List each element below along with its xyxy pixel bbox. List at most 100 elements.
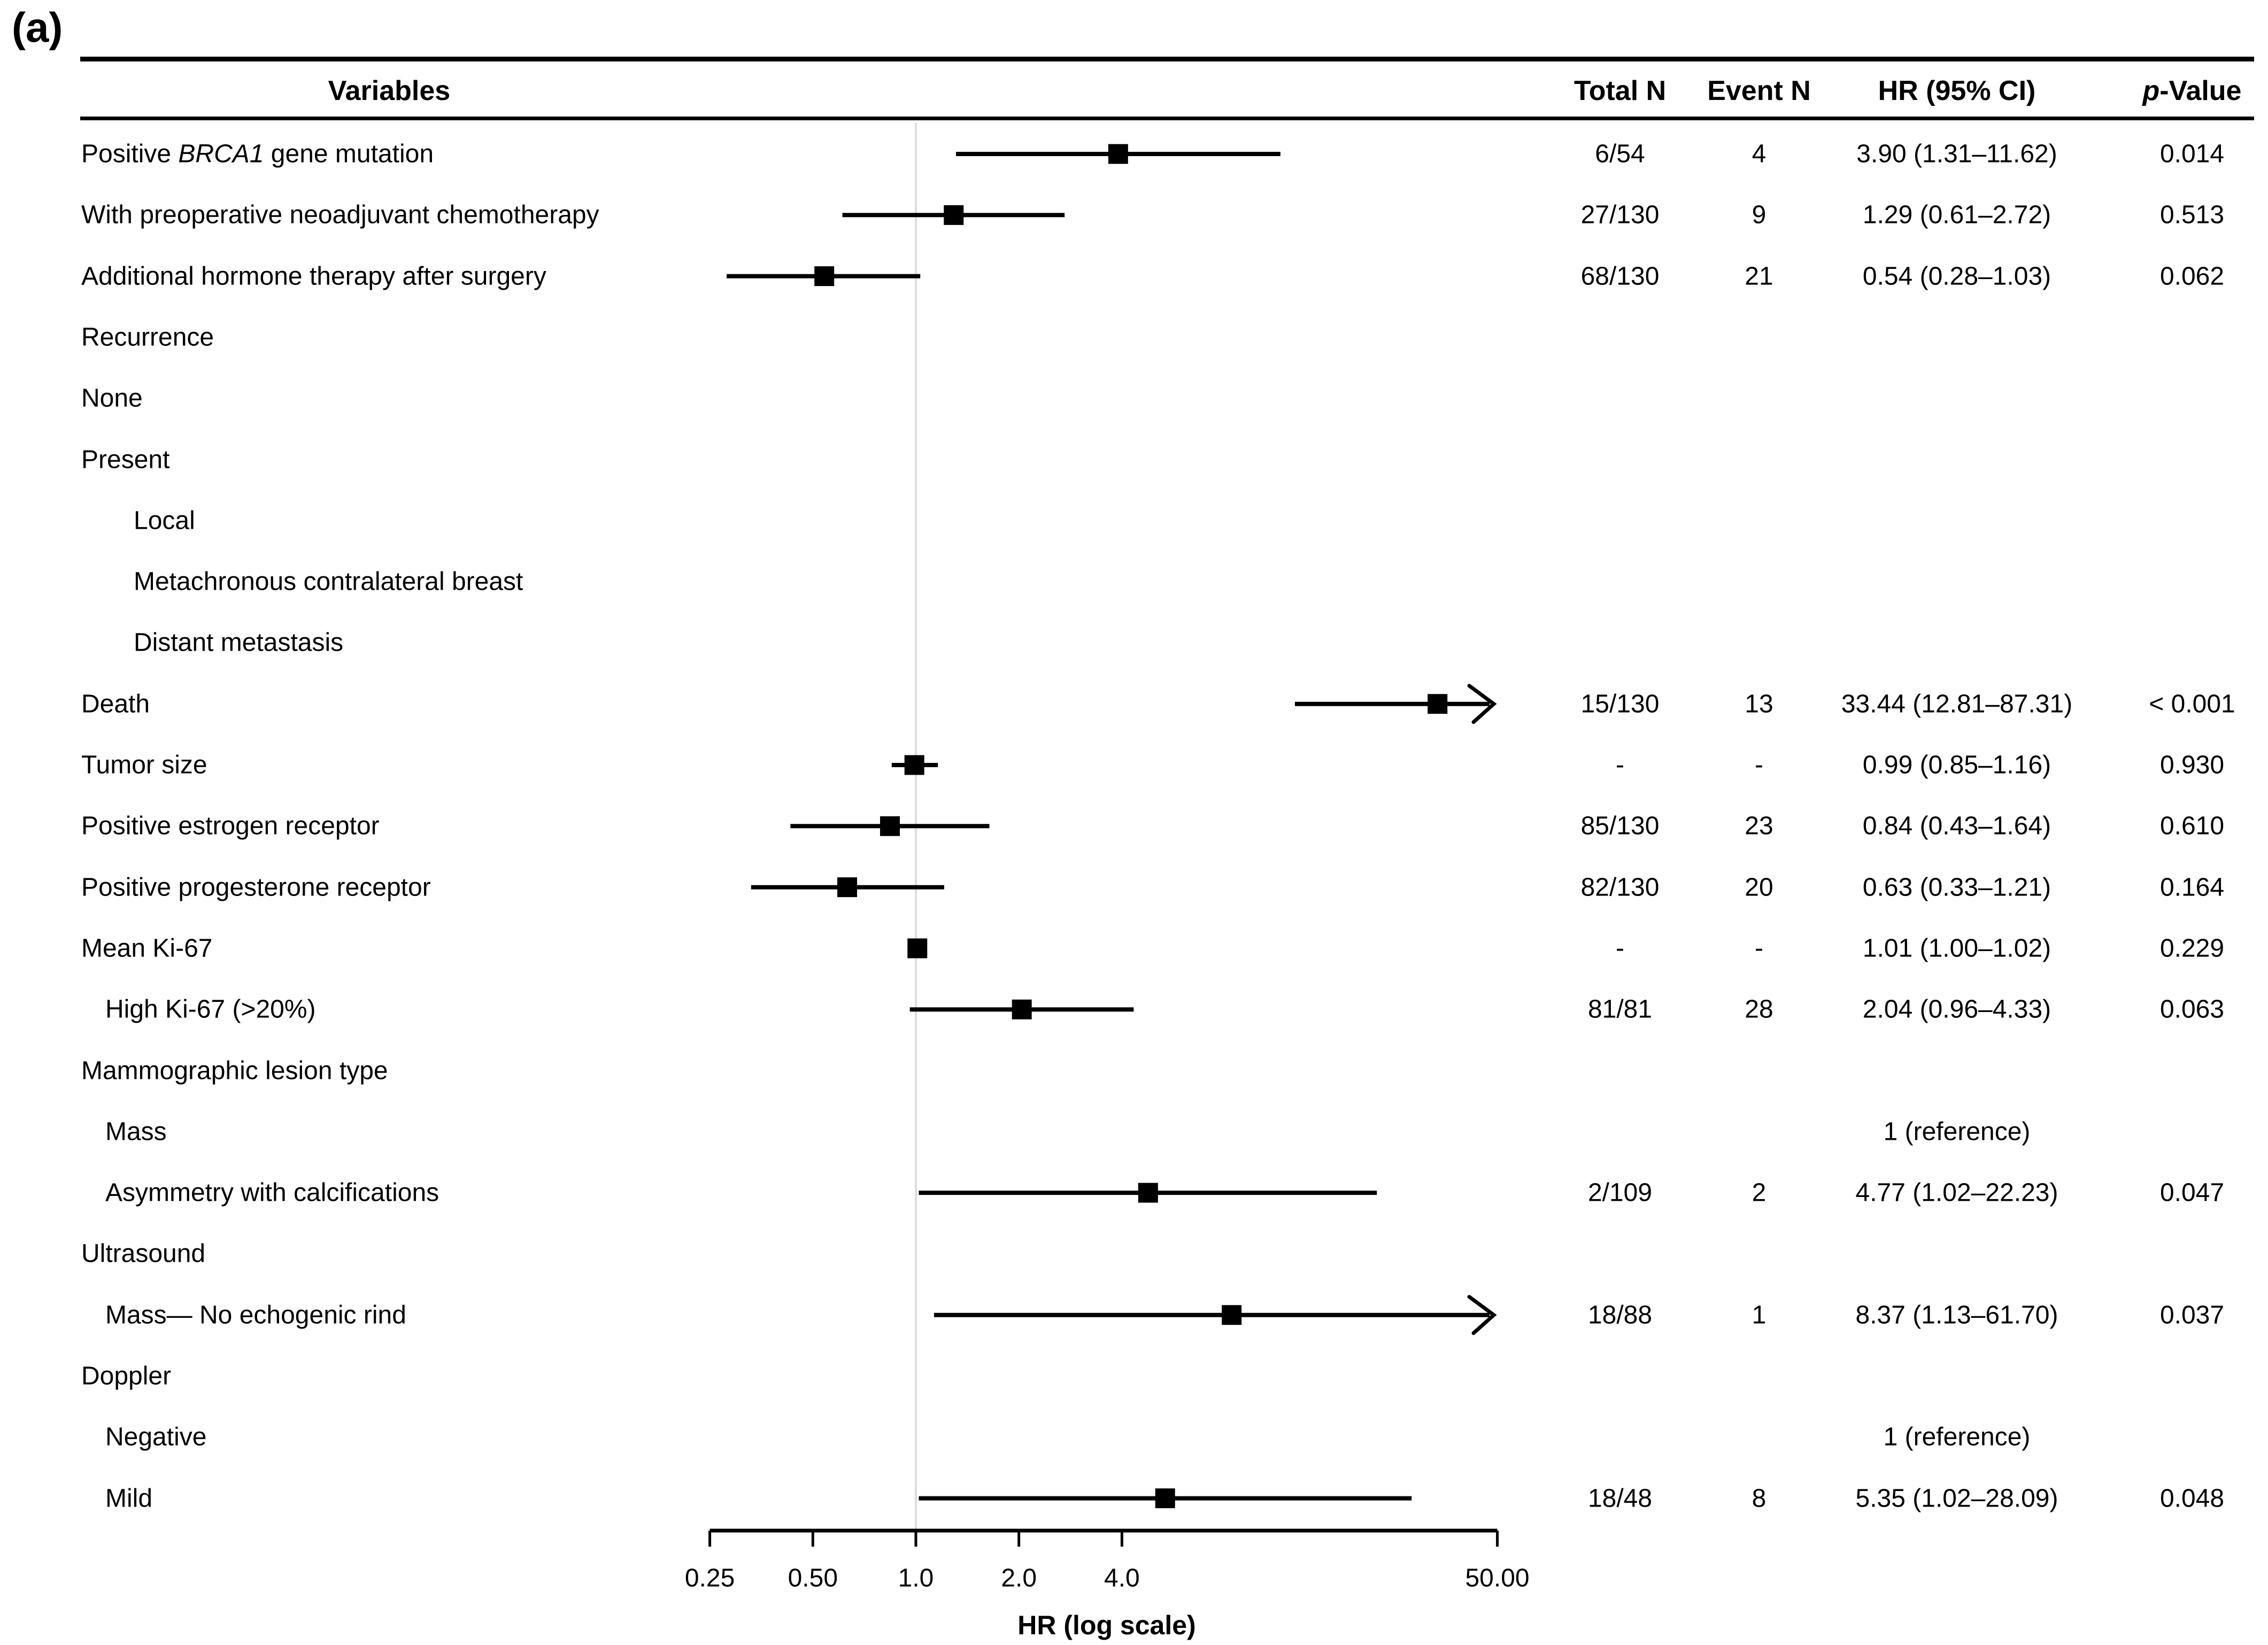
hr-marker	[837, 877, 858, 898]
row-label: Mild	[105, 1484, 153, 1513]
total-n-value: 2/109	[1587, 1178, 1653, 1207]
hr-ci-value: 2.04 (0.96–4.33)	[1862, 995, 2051, 1024]
row-label: Asymmetry with calcifications	[105, 1178, 439, 1207]
x-axis-tick-label: 0.25	[684, 1564, 735, 1593]
hr-marker	[1428, 694, 1448, 714]
label-text: gene mutation	[264, 140, 434, 168]
p-value: 0.063	[2159, 995, 2225, 1024]
table-header-rule	[80, 117, 2254, 120]
event-n-value: 9	[1752, 200, 1766, 229]
row-label: Negative	[105, 1423, 207, 1451]
p-value: 0.014	[2159, 140, 2225, 168]
row-label: Mass— No echogenic rind	[105, 1301, 406, 1330]
x-axis-tick-label: 50.00	[1465, 1564, 1530, 1593]
total-n-value: 18/48	[1587, 1484, 1653, 1513]
hr-ci-value: 1 (reference)	[1883, 1117, 2031, 1146]
column-header-hr-ci: HR (95% CI)	[1878, 75, 2036, 106]
hr-marker	[944, 205, 964, 225]
p-value: 0.062	[2159, 262, 2225, 291]
hr-marker	[1222, 1305, 1242, 1325]
hr-marker	[904, 755, 924, 775]
hr-ci-value: 0.54 (0.28–1.03)	[1862, 262, 2051, 291]
p-value: 0.048	[2159, 1484, 2225, 1513]
x-axis-tick-label: 0.50	[788, 1564, 838, 1593]
hr-marker	[814, 266, 835, 287]
event-n-value: 28	[1745, 995, 1773, 1024]
row-label: Mammographic lesion type	[81, 1056, 388, 1085]
event-n-value: 2	[1752, 1178, 1766, 1207]
hr-ci-value: 1 (reference)	[1883, 1423, 2031, 1451]
p-value: 0.513	[2159, 200, 2225, 229]
row-label: Local	[134, 506, 195, 535]
hr-marker	[880, 816, 900, 836]
p-value: < 0.001	[2149, 690, 2235, 719]
p-value: 0.164	[2159, 873, 2225, 902]
row-label: Distant metastasis	[134, 628, 344, 657]
hr-ci-value: 0.84 (0.43–1.64)	[1862, 812, 2051, 840]
event-n-value: 23	[1745, 812, 1773, 840]
hr-ci-value: 33.44 (12.81–87.31)	[1841, 690, 2073, 719]
row-label: Tumor size	[81, 751, 207, 779]
total-n-value: 27/130	[1580, 200, 1660, 229]
row-label: Metachronous contralateral breast	[134, 567, 523, 596]
x-axis-tick-label: 2.0	[1001, 1564, 1037, 1593]
p-value-header-italic-p: p	[2142, 75, 2160, 106]
total-n-value: 6/54	[1595, 140, 1645, 168]
row-label: With preoperative neoadjuvant chemothera…	[81, 200, 599, 229]
total-n-value: -	[1616, 934, 1624, 963]
hr-marker	[1108, 144, 1128, 164]
x-axis-tick-label: 1.0	[898, 1564, 934, 1593]
panel-label: (a)	[12, 4, 63, 51]
p-value: 0.930	[2159, 751, 2225, 779]
x-axis-title: HR (log scale)	[1017, 1610, 1196, 1640]
total-n-value: 15/130	[1580, 690, 1660, 719]
truncation-arrow-icon	[1467, 684, 1497, 724]
p-value: 0.037	[2159, 1301, 2225, 1330]
total-n-value: 18/88	[1587, 1301, 1653, 1330]
x-axis-tick-label: 4.0	[1104, 1564, 1140, 1593]
event-n-value: -	[1755, 934, 1763, 963]
row-label: High Ki-67 (>20%)	[105, 995, 316, 1024]
hr-ci-value: 4.77 (1.02–22.23)	[1855, 1178, 2058, 1207]
truncation-arrow-icon	[1467, 1295, 1497, 1335]
hr-ci-value: 1.29 (0.61–2.72)	[1862, 200, 2051, 229]
column-header-variables: Variables	[328, 75, 451, 106]
event-n-value: -	[1755, 751, 1763, 779]
total-n-value: 85/130	[1580, 812, 1660, 840]
hr-marker	[1012, 999, 1032, 1020]
event-n-value: 21	[1745, 262, 1773, 291]
gene-name-italic: BRCA1	[178, 140, 264, 168]
row-label: Mean Ki-67	[81, 934, 213, 963]
total-n-value: 81/81	[1587, 995, 1653, 1024]
row-label: Mass	[105, 1117, 167, 1146]
event-n-value: 13	[1745, 690, 1773, 719]
column-header-event-n: Event N	[1707, 75, 1811, 106]
table-top-rule	[80, 57, 2254, 61]
row-label: Positive progesterone receptor	[81, 873, 431, 902]
p-value: 0.610	[2159, 812, 2225, 840]
hr-ci-value: 8.37 (1.13–61.70)	[1855, 1301, 2058, 1330]
row-label: Recurrence	[81, 323, 214, 352]
column-header-p-value: p-Value	[2143, 75, 2242, 107]
total-n-value: -	[1616, 751, 1624, 779]
hr-ci-value: 0.99 (0.85–1.16)	[1862, 751, 2051, 779]
p-value: 0.047	[2159, 1178, 2225, 1207]
hr-ci-value: 3.90 (1.31–11.62)	[1856, 140, 2057, 168]
p-value-header-rest: -Value	[2159, 75, 2242, 106]
hr-marker	[907, 938, 928, 959]
hr-marker	[1138, 1183, 1158, 1203]
total-n-value: 82/130	[1580, 873, 1660, 902]
row-label: Positive estrogen receptor	[81, 812, 380, 840]
row-label: Positive BRCA1 gene mutation	[81, 140, 434, 169]
total-n-value: 68/130	[1580, 262, 1660, 291]
row-label: Doppler	[81, 1362, 172, 1391]
row-label: Death	[81, 690, 150, 719]
hr-ci-value: 5.35 (1.02–28.09)	[1855, 1484, 2058, 1513]
hr-ci-value: 0.63 (0.33–1.21)	[1862, 873, 2051, 902]
event-n-value: 20	[1745, 873, 1773, 902]
row-label: Additional hormone therapy after surgery	[81, 262, 546, 291]
p-value: 0.229	[2159, 934, 2225, 963]
hr-marker	[1155, 1488, 1175, 1509]
